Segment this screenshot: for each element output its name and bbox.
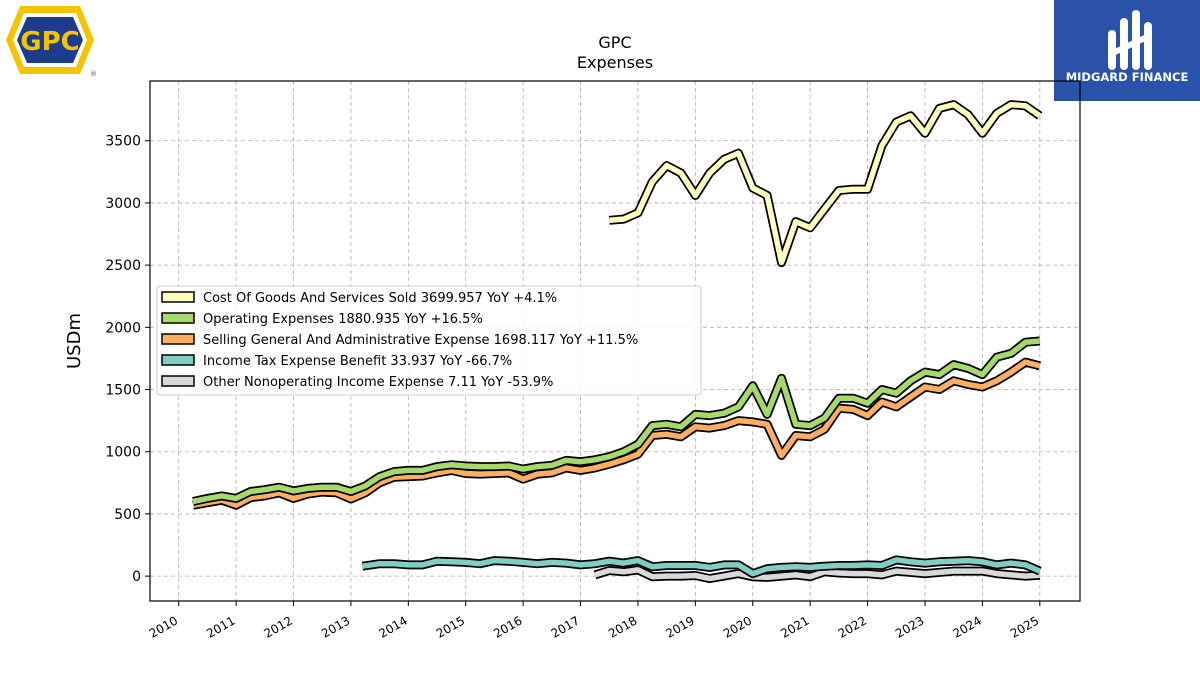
legend-swatch [161,333,195,345]
legend-entry: Cost Of Goods And Services Sold 3699.957… [203,291,557,306]
midgard-finance-logo: MIDGARD FINANCE [1054,0,1200,101]
x-tick-label: 2018 [606,613,639,640]
x-tick-label: 2015 [434,613,467,640]
y-tick-label: 2500 [105,258,141,274]
gpc-logo: GPC ® [6,6,97,78]
y-tick-label: 2000 [105,320,141,336]
series-line-other-nonoperating-income-expense [594,567,1040,582]
x-tick-label: 2013 [319,613,352,640]
y-tick-label: 3000 [105,196,141,212]
midgard-emblem-icon [1108,10,1152,70]
x-tick-label: 2022 [836,613,869,640]
series-line-income-tax-expense-benefit [362,557,1041,577]
chart-title: GPC [598,33,631,52]
y-tick-label: 3500 [105,134,141,150]
x-axis: 2010 2011 2012 2013 2014 2015 2016 2017 2018 2019… [147,601,1041,641]
plot-frame [149,80,1081,602]
x-tick-label: 2017 [549,613,582,640]
legend-entry: Selling General And Administrative Expen… [203,333,638,348]
series-line-selling-general-and-administrative-expense [192,359,1041,508]
x-tick-label: 2012 [262,613,295,640]
x-tick-label: 2019 [663,613,696,640]
x-tick-label: 2020 [721,613,754,640]
legend-swatch [161,291,195,303]
series-line-cost-of-goods-and-services-sold [609,101,1042,266]
legend: Cost Of Goods And Services Sold 3699.957… [156,285,702,396]
x-tick-label: 2011 [204,613,237,640]
x-tick-label: 2025 [1008,613,1041,640]
midgard-finance-text: MIDGARD FINANCE [1066,70,1189,84]
x-tick-label: 2021 [778,613,811,640]
y-tick-label: 1000 [105,445,141,461]
series-lines [192,100,1043,584]
x-tick-label: 2024 [950,613,983,640]
legend-box [156,285,702,396]
x-tick-label: 2023 [893,613,926,640]
legend-swatch [161,312,195,324]
legend-swatch [161,354,195,366]
x-tick-label: 2014 [376,613,409,640]
legend-entry: Income Tax Expense Benefit 33.937 YoY -6… [203,354,512,369]
y-tick-label: 500 [114,507,141,523]
legend-entry: Operating Expenses 1880.935 YoY +16.5% [203,312,483,327]
svg-text:®: ® [90,70,97,78]
series-line-operating-expenses [192,338,1041,505]
y-axis-label: USDm [64,313,85,369]
x-tick-label: 2010 [147,613,180,640]
x-tick-label: 2016 [491,613,524,640]
y-tick-label: 1500 [105,383,141,399]
legend-entry: Other Nonoperating Income Expense 7.11 Y… [203,375,553,390]
legend-swatch [161,375,195,387]
gpc-logo-text: GPC [20,27,79,57]
chart-subtitle: Expenses [577,53,653,72]
y-tick-label: 0 [132,569,141,585]
y-axis: 0 500 1000 1500 2000 2500 3000 3500 [105,134,150,585]
